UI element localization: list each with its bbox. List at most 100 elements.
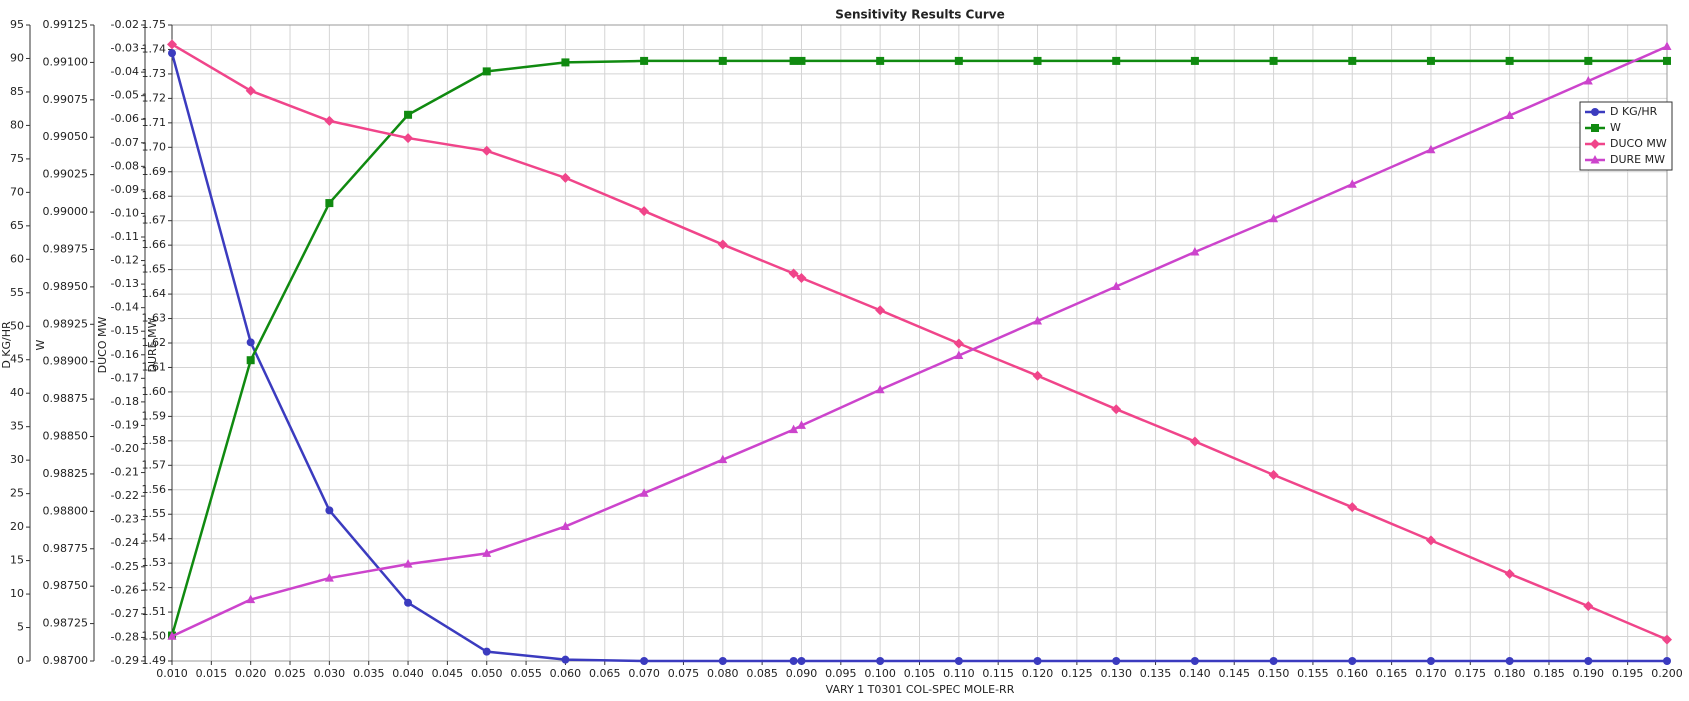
y-tick-label: 35 [10,420,24,433]
marker [1269,213,1279,223]
y-tick-label: 1.68 [142,189,167,202]
y-tick-label: 1.55 [142,507,167,520]
x-tick-label: 0.170 [1415,667,1447,680]
x-tick-label: 0.105 [904,667,936,680]
y-tick-label: 85 [10,85,24,98]
marker [1112,56,1121,65]
y-tick-label: 0.99125 [43,18,89,31]
marker [1583,601,1594,612]
marker [640,657,649,665]
marker [953,338,964,349]
x-tick-label: 0.165 [1376,667,1408,680]
y-tick-label: 1.73 [142,67,167,80]
marker [1348,657,1357,665]
marker [403,559,413,568]
y-tick-label: 20 [10,520,24,533]
y-tick-label: 1.53 [142,556,167,569]
marker [876,657,885,665]
marker [1347,502,1358,513]
y-tick-label: 0.98725 [43,617,89,630]
legend-label: DURE MW [1610,153,1665,166]
marker [1426,657,1435,665]
y-tick-label: 90 [10,51,24,64]
y-tick-label: 10 [10,587,24,600]
y-tick-label: 75 [10,152,24,165]
y-tick-label: 45 [10,353,24,366]
y-tick-label: 1.72 [142,91,167,104]
y-tick-label: 1.74 [142,42,167,55]
y-tick-label: -0.28 [111,630,139,643]
y-axis-title: DUCO MW [96,317,109,374]
x-tick-label: 0.190 [1573,667,1605,680]
y-tick-label: 30 [10,453,24,466]
marker [954,350,964,359]
x-tick-label: 0.130 [1100,667,1132,680]
x-axis-title: VARY 1 T0301 COL-SPEC MOLE-RR [826,683,1015,696]
marker [717,239,728,250]
marker [875,384,885,394]
marker [404,110,413,119]
y-tick-label: 0.99000 [43,205,89,218]
marker [788,268,799,279]
marker [1111,281,1121,290]
x-tick-label: 0.035 [353,667,385,680]
y-tick-label: -0.17 [111,371,139,384]
marker [640,56,649,65]
x-tick-label: 0.080 [707,667,739,680]
x-tick-label: 0.070 [628,667,660,680]
x-tick-label: 0.060 [550,667,582,680]
marker [167,631,177,640]
y-tick-label: 1.71 [142,116,167,129]
marker [1269,56,1278,65]
y-tick-label: -0.08 [111,159,139,172]
y-tick-label: 60 [10,252,24,265]
y-tick-label: 1.67 [142,214,167,227]
x-tick-label: 0.100 [864,667,896,680]
y-tick-label: 0.98825 [43,467,89,480]
marker [718,56,727,65]
x-tick-label: 0.010 [156,667,188,680]
y-tick-label: 0 [17,654,24,667]
marker [1583,76,1593,85]
y-tick-label: -0.10 [111,206,139,219]
y-tick-label: 65 [10,219,24,232]
marker [796,272,807,283]
y-tick-label: -0.24 [111,536,139,549]
x-tick-label: 0.075 [668,667,700,680]
legend-label: DUCO MW [1610,137,1667,150]
y-tick-label: 0.98700 [43,654,89,667]
y-axis-title: W [34,339,47,350]
y-tick-label: -0.18 [111,395,139,408]
marker [324,573,334,582]
marker [324,115,335,126]
y-tick-label: -0.19 [111,418,139,431]
legend-marker [1591,124,1599,132]
y-tick-label: 25 [10,487,24,500]
y-tick-label: -0.20 [111,442,139,455]
y-tick-label: 1.60 [142,385,167,398]
marker [1663,657,1671,665]
y-tick-label: 40 [10,386,24,399]
y-tick-label: -0.12 [111,254,139,267]
x-tick-label: 0.120 [1022,667,1054,680]
marker [1584,56,1593,65]
x-tick-label: 0.030 [314,667,346,680]
marker [482,647,491,656]
y-tick-label: -0.07 [111,136,139,149]
marker [876,56,885,65]
marker [1584,657,1593,665]
marker [1269,657,1278,665]
marker [482,548,492,557]
x-tick-label: 0.095 [825,667,857,680]
marker [245,85,256,96]
y-tick-label: 0.98950 [43,280,89,293]
y-tick-label: -0.11 [111,230,139,243]
marker [1189,436,1200,447]
x-tick-label: 0.125 [1061,667,1093,680]
marker [639,488,649,497]
marker [789,424,799,434]
x-tick-label: 0.025 [274,667,306,680]
marker [1426,144,1436,154]
